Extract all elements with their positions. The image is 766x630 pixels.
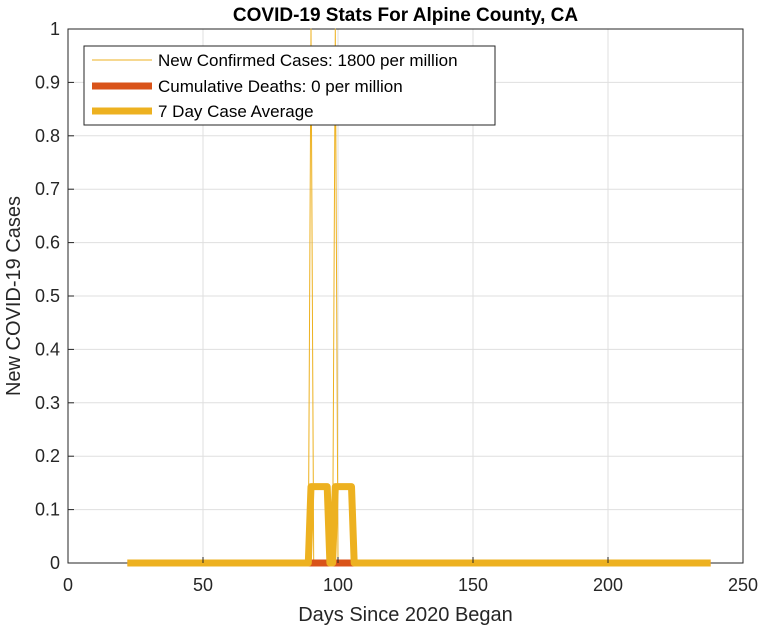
- legend-label-cumulative-deaths: Cumulative Deaths: 0 per million: [158, 77, 403, 96]
- x-tick-label: 250: [728, 575, 758, 595]
- legend-label-7-day-average: 7 Day Case Average: [158, 102, 314, 121]
- chart-title: COVID-19 Stats For Alpine County, CA: [233, 5, 578, 26]
- y-axis-label: New COVID-19 Cases: [3, 196, 25, 396]
- y-tick-label: 0.2: [35, 446, 60, 466]
- y-tick-label: 0.5: [35, 286, 60, 306]
- series-lines: [127, 28, 711, 567]
- tick-labels: 0 50 100 150 200 250 0 0.1 0.2 0.3 0.4 0.5 0.6 0.7 0.8…: [35, 19, 758, 595]
- y-tick-label: 0.7: [35, 179, 60, 199]
- y-tick-label: 0.4: [35, 339, 60, 359]
- x-tick-label: 0: [63, 575, 73, 595]
- series-7-day-case-average: [127, 483, 711, 567]
- legend-box: [83, 45, 496, 126]
- y-tick-label: 0.8: [35, 126, 60, 146]
- y-tick-label: 0.6: [35, 233, 60, 253]
- legend-label-new-cases: New Confirmed Cases: 1800 per million: [158, 51, 458, 70]
- x-tick-label: 200: [593, 575, 623, 595]
- legend: New Confirmed Cases: 1800 per million Cu…: [83, 45, 496, 126]
- y-tick-label: 0.9: [35, 72, 60, 92]
- y-tick-label: 0.1: [35, 500, 60, 520]
- x-tick-label: 100: [323, 575, 353, 595]
- x-axis-label: Days Since 2020 Began: [298, 604, 513, 626]
- x-tick-label: 150: [458, 575, 488, 595]
- y-tick-label: 0: [50, 553, 60, 573]
- y-tick-label: 0.3: [35, 393, 60, 413]
- x-tick-label: 50: [193, 575, 213, 595]
- y-tick-label: 1: [50, 19, 60, 39]
